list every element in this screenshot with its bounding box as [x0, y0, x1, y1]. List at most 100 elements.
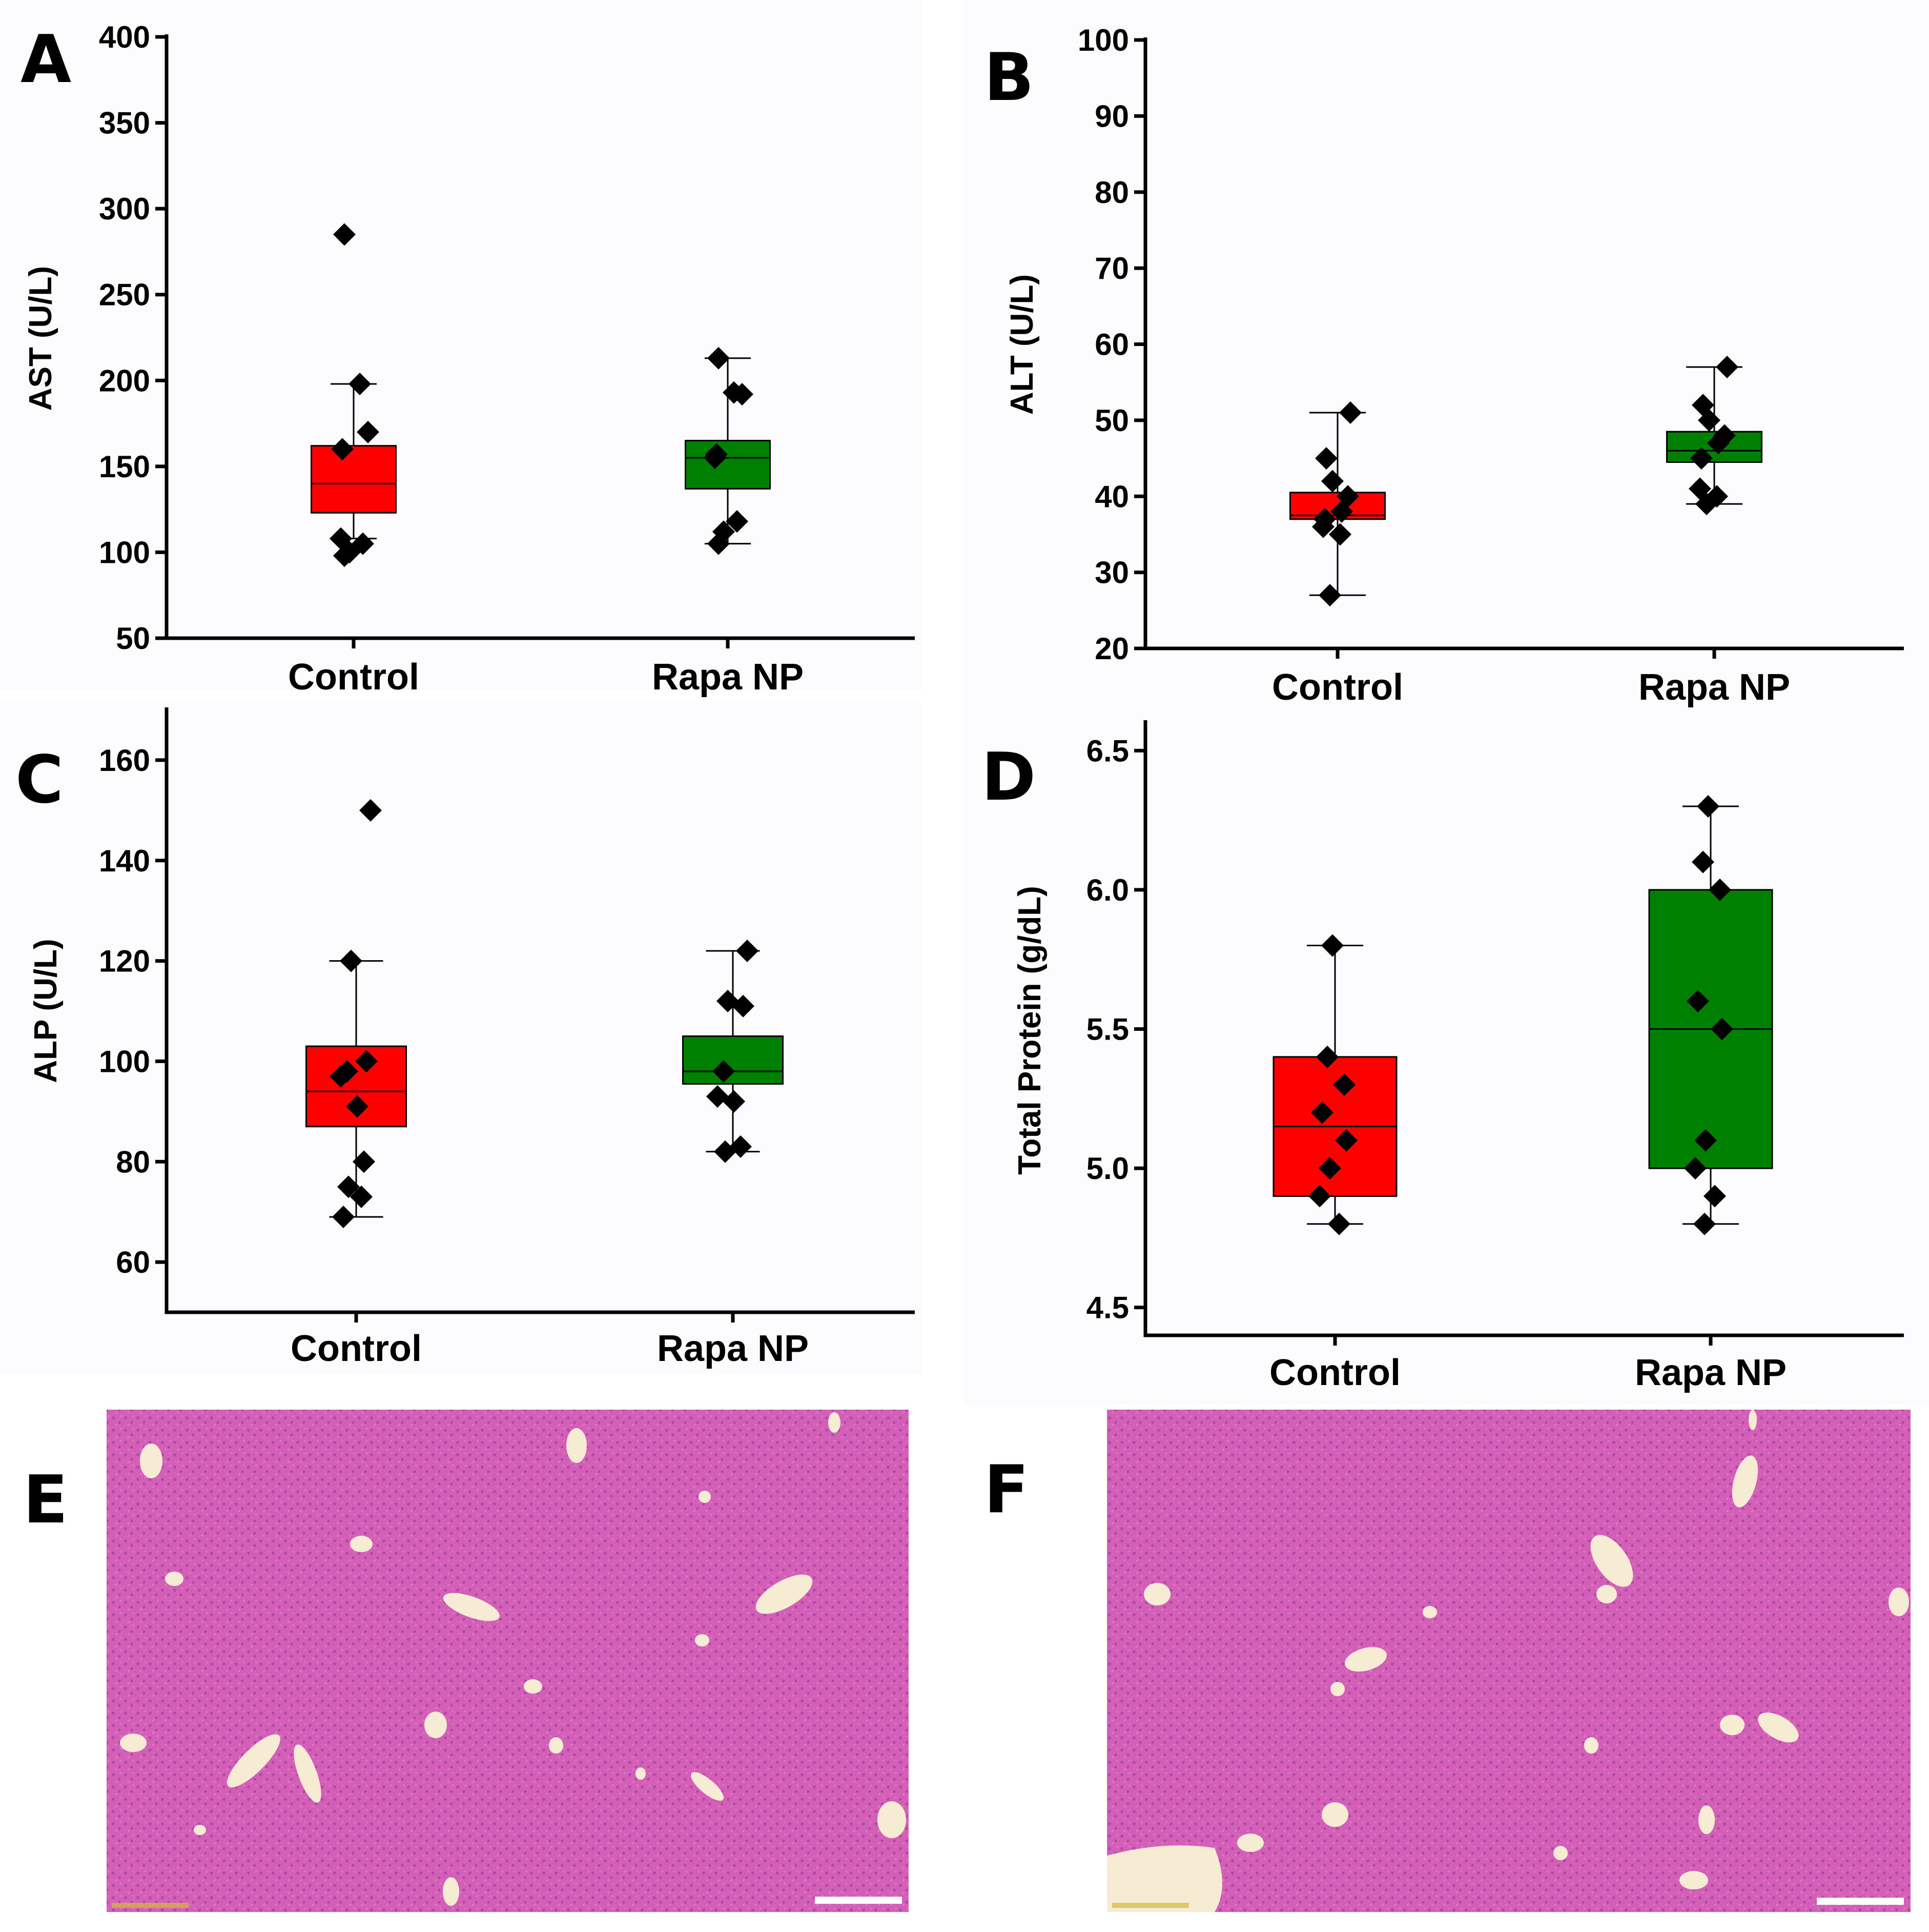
y-tick-label: 400: [99, 20, 150, 54]
data-point: [333, 223, 356, 246]
data-point: [1684, 1157, 1707, 1180]
data-point: [704, 446, 726, 470]
y-axis-label: ALP (U/L): [28, 939, 64, 1083]
data-point: [1312, 515, 1335, 538]
panel-label-b: B: [984, 39, 1034, 116]
data-point: [337, 1175, 360, 1198]
box-iqr: [311, 445, 397, 514]
y-tick-label: 60: [116, 1245, 150, 1279]
y-tick-label: 90: [1095, 99, 1129, 133]
y-tick-label: 6.0: [1086, 873, 1129, 907]
data-point: [723, 1090, 745, 1113]
box-iqr: [682, 1035, 784, 1085]
data-point: [330, 1065, 352, 1088]
y-tick-label: 80: [116, 1145, 150, 1179]
data-point: [1319, 584, 1341, 607]
y-tick-label: 100: [99, 1044, 150, 1079]
axis-lines: [165, 707, 915, 1314]
chart-alt: 20 30 40 50 60 70 80 90 100 Control Rapa NP ALT (U/…: [1004, 23, 1904, 708]
panel-label-f: F: [984, 1452, 1029, 1528]
panel-label-a: A: [20, 22, 71, 98]
y-tick-label: 200: [99, 363, 150, 398]
y-tick-label: 5.0: [1086, 1151, 1129, 1186]
data-point: [1339, 401, 1362, 424]
data-point: [1315, 447, 1338, 470]
data-point: [353, 1150, 375, 1173]
data-point: [1695, 493, 1718, 516]
box-iqr: [685, 440, 771, 490]
data-point: [712, 1060, 735, 1083]
data-point: [1328, 1212, 1350, 1235]
y-tick-label: 4.5: [1086, 1291, 1129, 1325]
histology-image-control: [107, 1410, 909, 1912]
y-tick-label: 20: [1095, 632, 1129, 666]
data-point: [331, 438, 354, 461]
panel-label-d: D: [981, 739, 1036, 816]
y-tick-label: 250: [99, 278, 150, 312]
y-tick-label: 50: [116, 621, 150, 656]
axis-lines: [1143, 720, 1904, 1337]
x-category-label: Rapa NP: [652, 657, 804, 698]
data-point: [1330, 500, 1353, 523]
y-axis-label: AST (U/L): [23, 266, 58, 411]
data-point: [714, 1140, 736, 1163]
data-point: [1329, 523, 1351, 546]
data-point: [1709, 878, 1731, 901]
y-tick-label: 100: [1078, 23, 1129, 57]
data-point: [706, 1085, 729, 1108]
data-point: [1704, 1185, 1726, 1208]
data-point: [359, 799, 382, 822]
y-axis-label: ALT (U/L): [1004, 274, 1040, 415]
y-tick-label: 80: [1095, 175, 1129, 210]
data-point: [731, 383, 753, 406]
data-point: [1711, 1018, 1733, 1041]
data-point: [350, 1185, 373, 1208]
panel-label-c: C: [15, 742, 64, 818]
y-tick-label: 5.5: [1086, 1012, 1129, 1047]
chart-total-protein: 4.5 5.0 5.5 6.0 6.5 Control Rapa NP Total Prote…: [1012, 720, 1904, 1393]
data-point: [1335, 1129, 1358, 1152]
y-tick-label: 140: [99, 844, 150, 878]
data-point: [355, 1050, 378, 1073]
chart-alp: 60 80 100 120 140 160 Control Rapa NP ALP (U/L): [28, 707, 915, 1369]
data-point: [1311, 1101, 1333, 1124]
data-point: [357, 420, 379, 443]
data-point: [732, 994, 754, 1018]
y-tick-label: 50: [1095, 403, 1129, 438]
data-point: [707, 532, 730, 555]
data-point: [1333, 1073, 1356, 1096]
histology-image-rapa-np: [1107, 1410, 1911, 1912]
x-category-label: Rapa NP: [657, 1328, 809, 1369]
data-point: [726, 510, 748, 533]
data-point: [1308, 1185, 1331, 1208]
data-point: [340, 949, 362, 972]
chart-ast: 50 100 150 200 250 300 350 400 Control Rapa NP AST…: [23, 20, 915, 698]
y-tick-label: 120: [99, 944, 150, 979]
x-category-label: Control: [1269, 1352, 1401, 1393]
y-tick-label: 300: [99, 192, 150, 226]
data-point: [348, 372, 371, 395]
data-point: [1692, 850, 1714, 873]
data-point: [1694, 1129, 1717, 1152]
data-point: [1687, 990, 1709, 1013]
x-category-label: Rapa NP: [1638, 667, 1790, 708]
x-category-label: Control: [291, 1328, 422, 1369]
data-point: [332, 1205, 355, 1228]
data-point: [346, 1095, 368, 1118]
data-point: [1316, 1045, 1339, 1068]
data-point: [1690, 447, 1713, 470]
x-category-label: Rapa NP: [1635, 1352, 1787, 1393]
data-point: [1321, 934, 1344, 957]
data-point: [736, 940, 758, 962]
data-point: [1698, 409, 1720, 432]
y-tick-label: 6.5: [1086, 734, 1129, 768]
y-tick-label: 60: [1095, 328, 1129, 362]
x-category-label: Control: [1272, 667, 1403, 708]
y-tick-label: 350: [99, 106, 150, 140]
data-point: [1693, 1212, 1716, 1235]
x-category-label: Control: [288, 657, 419, 698]
data-point: [1707, 432, 1730, 455]
y-tick-label: 40: [1095, 479, 1129, 514]
data-point: [333, 544, 356, 567]
